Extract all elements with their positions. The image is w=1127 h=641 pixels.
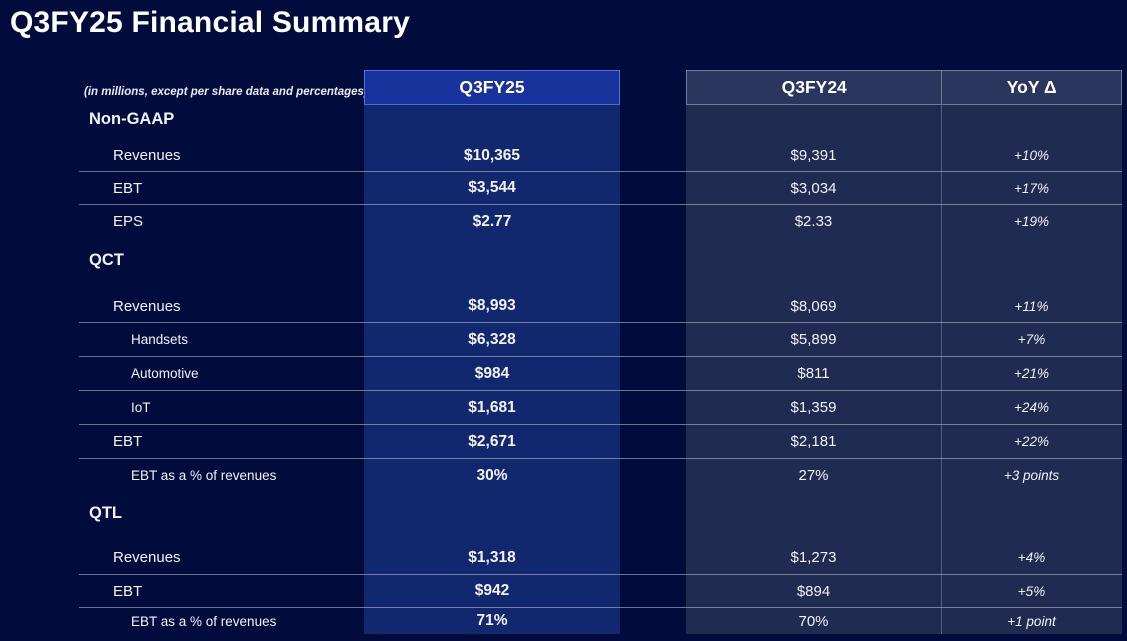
value-yoy-delta: +4% xyxy=(1017,550,1046,565)
value-q3fy24: $9,391 xyxy=(790,147,837,164)
section-header-row: Non-GAAP xyxy=(79,105,1122,140)
column-header-yoy-delta: YoY Δ xyxy=(941,71,1121,104)
value-yoy-delta: +5% xyxy=(1017,583,1046,599)
row-label: Revenues xyxy=(113,147,181,164)
row-label: Revenues xyxy=(113,549,181,566)
section-header-row: QCT xyxy=(79,238,1122,290)
value-q3fy25: $2.77 xyxy=(472,212,512,230)
row-label: IoT xyxy=(131,400,151,415)
value-q3fy25: $10,365 xyxy=(463,146,521,164)
value-q3fy25: 71% xyxy=(476,612,508,629)
column-header-q3fy24-label: Q3FY24 xyxy=(781,77,847,97)
value-q3fy25: $6,328 xyxy=(468,330,516,348)
table-row: EBT $942 $894 +5% xyxy=(79,575,1122,608)
value-yoy-delta: +21% xyxy=(1014,366,1049,381)
row-label: EBT as a % of revenues xyxy=(131,613,277,629)
section-label: Non-GAAP xyxy=(89,109,175,128)
table-row: EPS $2.77 $2.33 +19% xyxy=(79,205,1122,238)
table-row: EBT $2,671 $2,181 +22% xyxy=(79,425,1122,459)
value-q3fy24: $894 xyxy=(796,582,831,600)
column-header-q3fy25-label: Q3FY25 xyxy=(459,77,525,97)
table-row: Revenues $8,993 $8,069 +11% xyxy=(79,290,1122,323)
row-label: Revenues xyxy=(113,297,181,315)
value-q3fy24: $5,899 xyxy=(790,331,837,348)
column-header-yoy-delta-label: YoY Δ xyxy=(1006,77,1057,97)
value-q3fy24: $1,273 xyxy=(790,549,837,566)
value-q3fy25: 30% xyxy=(476,466,508,484)
value-q3fy25: $8,993 xyxy=(468,297,516,314)
value-yoy-delta: +3 points xyxy=(1003,468,1060,483)
value-yoy-delta: +11% xyxy=(1014,298,1049,314)
table-row: EBT as a % of revenues 71% 70% +1 point xyxy=(79,608,1122,634)
value-yoy-delta: +19% xyxy=(1014,214,1049,229)
page-title: Q3FY25 Financial Summary xyxy=(10,6,410,39)
table-row: Revenues $1,318 $1,273 +4% xyxy=(79,541,1122,575)
table-row: Revenues $10,365 $9,391 +10% xyxy=(79,140,1122,172)
section-label: QCT xyxy=(89,251,124,269)
row-label: EBT xyxy=(113,433,143,450)
column-header-q3fy24: Q3FY24 xyxy=(687,71,941,104)
value-yoy-delta: +1 point xyxy=(1007,613,1056,629)
value-q3fy25: $942 xyxy=(474,582,510,599)
units-note: (in millions, except per share data and … xyxy=(84,86,368,98)
value-q3fy25: $3,544 xyxy=(468,179,516,196)
value-q3fy24: $811 xyxy=(797,365,830,382)
value-q3fy25: $1,681 xyxy=(468,398,516,416)
comparison-header-row: Q3FY24 YoY Δ xyxy=(686,70,1122,105)
row-label: EBT as a % of revenues xyxy=(131,468,277,483)
value-q3fy25: $1,318 xyxy=(468,548,516,566)
comparison-panel-background xyxy=(686,105,1122,634)
table-row: EBT $3,544 $3,034 +17% xyxy=(79,172,1122,205)
table-row: Automotive $984 $811 +21% xyxy=(79,357,1122,391)
row-label: Automotive xyxy=(131,366,199,381)
table-row: EBT as a % of revenues 30% 27% +3 points xyxy=(79,459,1122,492)
value-q3fy24: $2.33 xyxy=(794,213,833,230)
value-yoy-delta: +7% xyxy=(1017,332,1046,347)
column-divider-line xyxy=(941,105,942,634)
row-label: EPS xyxy=(113,213,144,230)
value-q3fy24: $8,069 xyxy=(790,297,837,315)
table-row: IoT $1,681 $1,359 +24% xyxy=(79,391,1122,425)
row-label: Handsets xyxy=(131,332,189,347)
value-q3fy24: $3,034 xyxy=(790,179,837,197)
value-yoy-delta: +24% xyxy=(1014,400,1049,415)
table-row: Handsets $6,328 $5,899 +7% xyxy=(79,323,1122,357)
value-yoy-delta: +10% xyxy=(1014,148,1049,163)
row-label: EBT xyxy=(113,179,143,197)
value-yoy-delta: +17% xyxy=(1014,180,1049,196)
section-label: QTL xyxy=(89,503,122,522)
value-q3fy24: 27% xyxy=(798,467,829,484)
value-q3fy25: $984 xyxy=(474,364,510,382)
section-header-row: QTL xyxy=(79,492,1122,541)
row-label: EBT xyxy=(113,582,143,600)
value-q3fy25: $2,671 xyxy=(468,432,516,450)
value-q3fy24: $1,359 xyxy=(790,399,837,416)
highlight-column-background xyxy=(364,105,620,634)
value-yoy-delta: +22% xyxy=(1014,434,1049,449)
value-q3fy24: 70% xyxy=(798,612,829,630)
value-q3fy24: $2,181 xyxy=(790,433,837,450)
column-header-q3fy25: Q3FY25 xyxy=(364,70,620,105)
